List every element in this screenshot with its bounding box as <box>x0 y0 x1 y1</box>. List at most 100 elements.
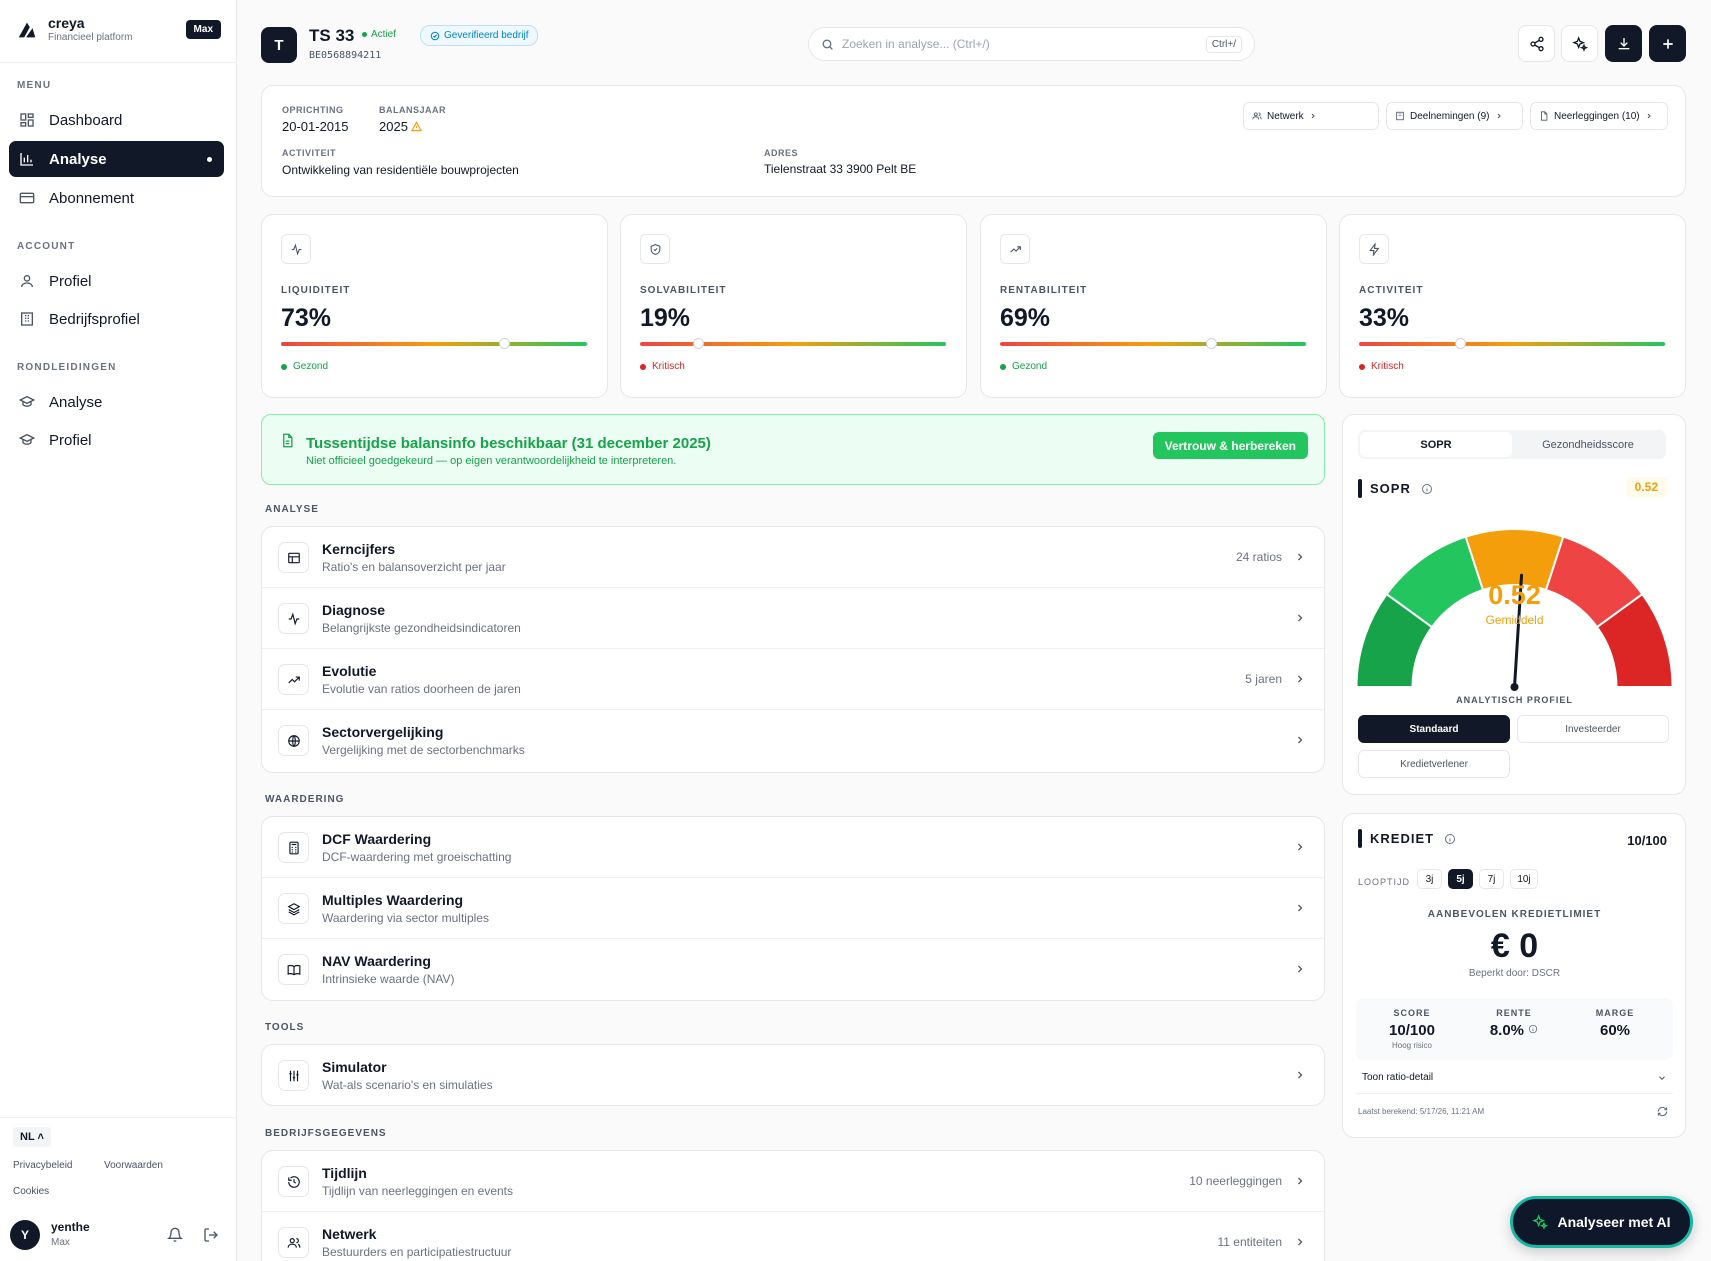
chevron-right-icon <box>1298 904 1303 912</box>
chevron-right-icon <box>1298 1071 1303 1079</box>
kpi-card-rentabiliteit[interactable]: RENTABILITEIT 69% Gezond <box>980 214 1327 398</box>
section-label: BEDRIJFSGEGEVENS <box>265 1128 387 1139</box>
profile-kredietverlener-button[interactable]: Kredietverlener <box>1358 750 1510 778</box>
tools-list: Simulator Wat-als scenario's en simulati… <box>261 1044 1325 1106</box>
sidebar-item-label: Analyse <box>49 150 107 168</box>
list-item-title: Netwerk <box>322 1226 377 1242</box>
chevron-right-icon <box>1298 1238 1303 1246</box>
stat-value: 10/100 <box>1389 1022 1435 1039</box>
list-item-meta: 11 entiteiten <box>1217 1235 1283 1249</box>
trust-recalculate-button[interactable]: Vertrouw & herbereken <box>1152 432 1308 459</box>
privacy-link[interactable]: Privacybeleid <box>13 1160 73 1171</box>
kpi-value: 19% <box>640 304 691 332</box>
history-icon <box>278 1166 309 1197</box>
avatar[interactable]: Y <box>10 1220 40 1250</box>
brand[interactable]: creya Financieel platform Max <box>16 12 221 48</box>
company-id: BE0568894211 <box>309 50 382 61</box>
sopr-gauge: 0.52 Gemiddeld <box>1356 515 1673 695</box>
creya-logo-icon <box>18 22 36 38</box>
kpi-status-text: Kritisch <box>652 361 685 372</box>
list-item-sectorvergelijking[interactable]: Sectorvergelijking Vergelijking met de s… <box>262 710 1324 771</box>
sidebar-item-bedrijfsprofiel[interactable]: Bedrijfsprofiel <box>9 301 224 337</box>
user-icon <box>21 275 33 288</box>
analyse-ai-button[interactable]: Analyseer met AI <box>1510 1196 1693 1248</box>
zap-icon <box>1359 234 1389 264</box>
kpi-card-solvabiliteit[interactable]: SOLVABILITEIT 19% Kritisch <box>620 214 967 398</box>
list-item-evolutie[interactable]: Evolutie Evolutie van ratios doorheen de… <box>262 649 1324 710</box>
filings-button[interactable]: Neerleggingen (10) <box>1530 102 1668 130</box>
term-10j[interactable]: 10j <box>1510 869 1538 889</box>
sidebar-item-tour-analyse[interactable]: Analyse <box>9 384 224 420</box>
search-bar[interactable]: Ctrl+/ <box>808 27 1255 61</box>
share-button[interactable] <box>1518 25 1555 62</box>
active-indicator <box>207 156 212 162</box>
list-item-simulator[interactable]: Simulator Wat-als scenario's en simulati… <box>262 1045 1324 1105</box>
kpi-card-activiteit[interactable]: ACTIVITEIT 33% Kritisch <box>1339 214 1686 398</box>
sidebar-item-tour-profiel[interactable]: Profiel <box>9 422 224 458</box>
trending-up-icon <box>278 664 309 695</box>
term-3j[interactable]: 3j <box>1417 869 1442 889</box>
list-item-netwerk[interactable]: Netwerk Bestuurders en participatiestruc… <box>262 1212 1324 1261</box>
gauge-label: Gemiddeld <box>1485 613 1544 627</box>
list-item-kerncijfers[interactable]: Kerncijfers Ratio's en balansoverzicht p… <box>262 527 1324 588</box>
download-button[interactable] <box>1605 25 1642 62</box>
list-item-subtitle: Bestuurders en participatiestructuur <box>322 1245 512 1259</box>
kpi-card-liquiditeit[interactable]: LIQUIDITEIT 73% Gezond <box>261 214 608 398</box>
add-button[interactable] <box>1649 25 1686 62</box>
kpi-status-text: Gezond <box>293 361 329 372</box>
info-icon[interactable] <box>1444 833 1456 845</box>
score-tabs: SOPR Gezondheidsscore <box>1358 430 1666 459</box>
sidebar-item-abonnement[interactable]: Abonnement <box>9 180 224 216</box>
tab-gezondheidsscore[interactable]: Gezondheidsscore <box>1542 438 1634 451</box>
chevron-right-icon <box>1298 736 1303 744</box>
bedrijfsgegevens-list: Tijdlijn Tijdlijn van neerleggingen en e… <box>261 1150 1325 1261</box>
term-7j[interactable]: 7j <box>1479 869 1504 889</box>
terms-link[interactable]: Voorwaarden <box>104 1160 163 1171</box>
term-5j[interactable]: 5j <box>1448 869 1473 889</box>
profile-standaard-button[interactable]: Standaard <box>1358 715 1510 743</box>
stat-sub: Hoog risico <box>1391 1041 1432 1050</box>
divider <box>0 1117 237 1118</box>
founding-label: OPRICHTING <box>282 105 344 115</box>
refresh-icon[interactable] <box>1657 1106 1668 1117</box>
list-item-diagnose[interactable]: Diagnose Belangrijkste gezondheidsindica… <box>262 588 1324 649</box>
company-info-card: OPRICHTING 20-01-2015 BALANSJAAR 2025 AC… <box>261 85 1686 197</box>
chevron-right-icon <box>1298 553 1303 561</box>
ratio-detail-label: Toon ratio-detail <box>1362 1072 1434 1083</box>
info-icon[interactable] <box>1421 483 1433 495</box>
warning-icon <box>410 121 422 132</box>
divider <box>1356 1093 1673 1094</box>
list-item-multiples[interactable]: Multiples Waardering Waardering via sect… <box>262 878 1324 939</box>
list-item-tijdlijn[interactable]: Tijdlijn Tijdlijn van neerleggingen en e… <box>262 1151 1324 1212</box>
credit-limit-value: € 0 <box>1490 927 1539 965</box>
sidebar-item-analyse[interactable]: Analyse <box>9 141 224 177</box>
bell-icon[interactable] <box>167 1227 183 1243</box>
list-item-dcf[interactable]: DCF Waardering DCF-waardering met groeis… <box>262 817 1324 878</box>
list-item-nav[interactable]: NAV Waardering Intrinsieke waarde (NAV) <box>262 939 1324 1000</box>
sidebar-item-profiel[interactable]: Profiel <box>9 263 224 299</box>
kpi-value: 73% <box>281 304 332 332</box>
list-item-subtitle: Wat-als scenario's en simulaties <box>322 1078 493 1092</box>
profile-investeerder-button[interactable]: Investeerder <box>1517 715 1669 743</box>
kpi-label: RENTABILITEIT <box>1000 285 1088 296</box>
graduation-cap-icon <box>19 433 35 445</box>
tab-sopr[interactable]: SOPR <box>1360 432 1512 457</box>
waardering-list: DCF Waardering DCF-waardering met groeis… <box>261 816 1325 1001</box>
holdings-button[interactable]: Deelnemingen (9) <box>1386 102 1523 130</box>
info-icon[interactable] <box>1528 1024 1538 1034</box>
sidebar-item-dashboard[interactable]: Dashboard <box>9 102 224 138</box>
ai-sparkle-button[interactable] <box>1561 25 1598 62</box>
filings-label: Neerleggingen (10) <box>1554 110 1640 122</box>
user-plan: Max <box>51 1237 70 1248</box>
graduation-cap-icon <box>19 395 35 407</box>
users-icon <box>278 1227 309 1258</box>
list-item-title: Tijdlijn <box>322 1165 367 1181</box>
language-select[interactable]: NL ˄ <box>13 1127 51 1147</box>
search-input[interactable] <box>842 37 1206 51</box>
cookies-link[interactable]: Cookies <box>13 1186 50 1197</box>
list-item-subtitle: Tijdlijn van neerleggingen en events <box>322 1184 514 1198</box>
logout-icon[interactable] <box>203 1227 219 1243</box>
ai-button-label: Analyseer met AI <box>1557 1214 1671 1230</box>
network-button[interactable]: Netwerk <box>1243 102 1379 130</box>
ratio-detail-toggle[interactable]: Toon ratio-detail <box>1362 1072 1667 1083</box>
